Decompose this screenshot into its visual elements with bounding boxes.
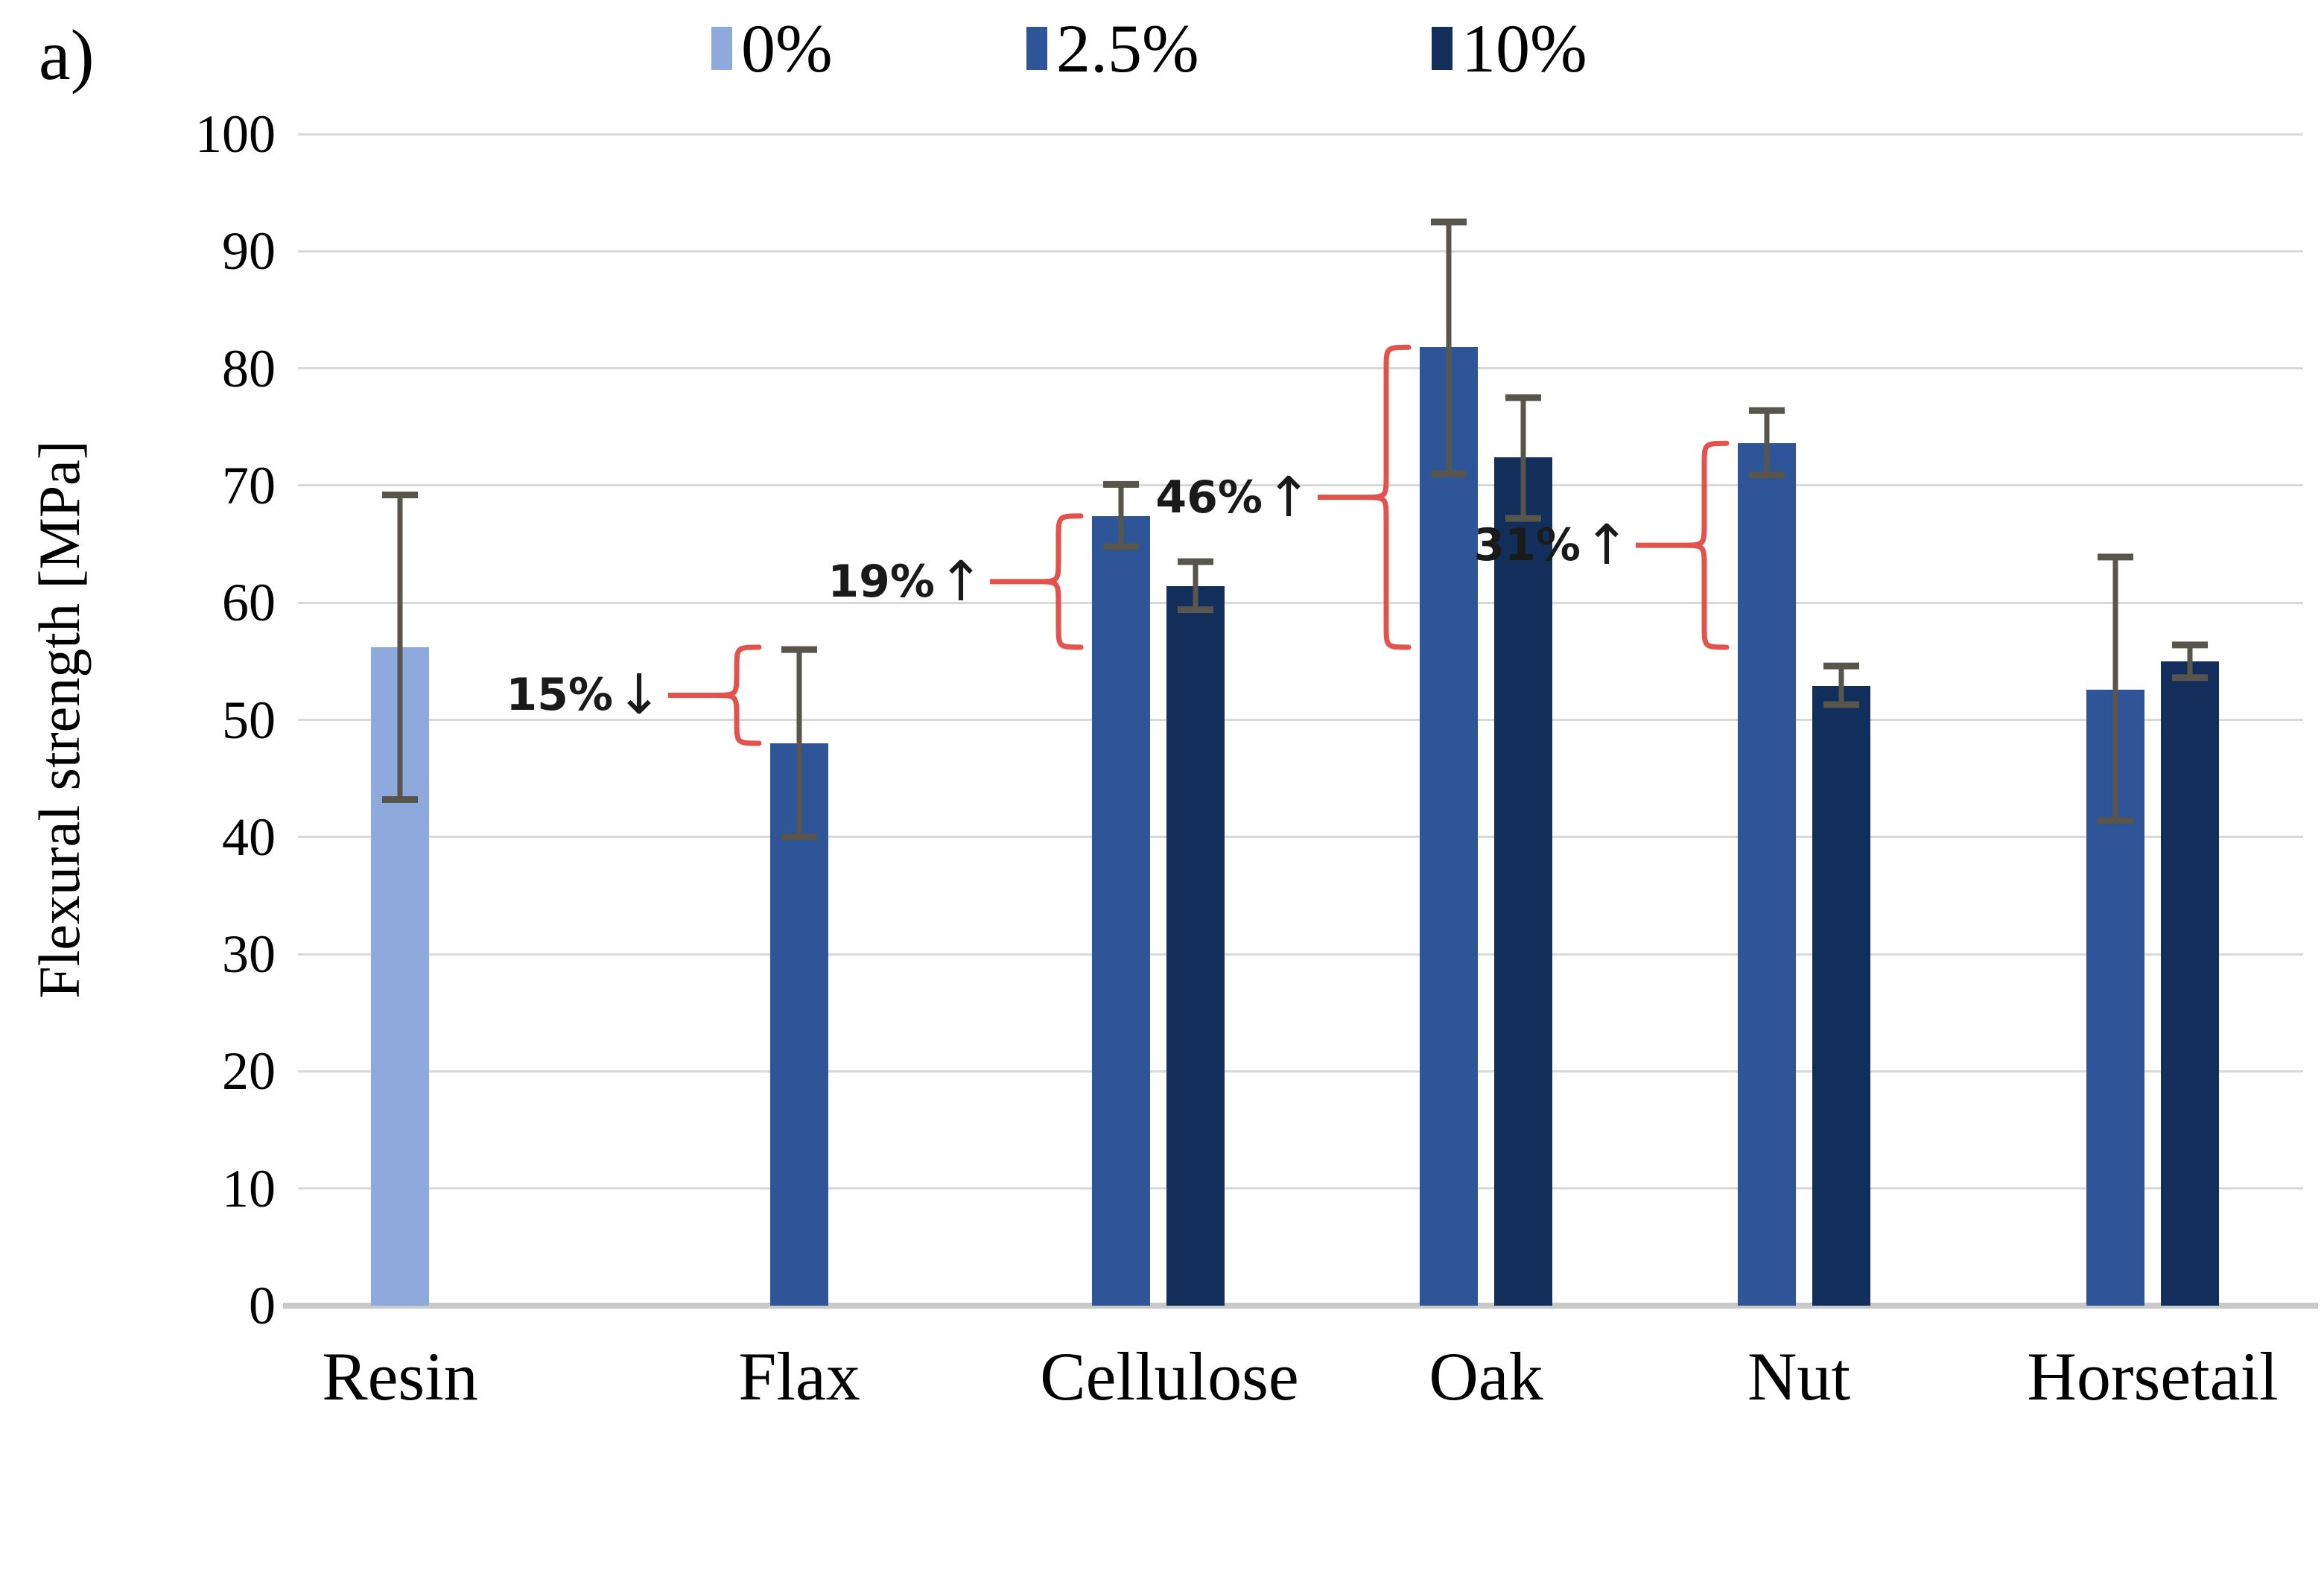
up-arrow-icon: ↑ <box>1583 513 1630 578</box>
gridline-60 <box>298 601 2303 604</box>
annotation-percent-text: 15% <box>506 669 613 722</box>
y-tick-label-90: 90 <box>222 221 276 282</box>
legend-swatch-icon <box>1432 27 1452 70</box>
bar-Nut-10% <box>1812 685 1870 1306</box>
brace-Flax <box>714 644 762 746</box>
gridline-50 <box>298 719 2303 721</box>
gridline-20 <box>298 1070 2303 1073</box>
y-tick-label-100: 100 <box>195 104 276 164</box>
x-axis-line <box>283 1303 2318 1309</box>
up-arrow-icon: ↑ <box>937 549 984 614</box>
gridline-90 <box>298 250 2303 252</box>
x-axis-label-Horsetail: Horsetail <box>2027 1338 2279 1414</box>
figure-panel-label: a) <box>39 15 95 95</box>
legend-item-2.5%: 2.5% <box>1026 7 1199 89</box>
legend: 0% 2.5% 10% <box>0 7 2324 89</box>
x-axis-label-Resin: Resin <box>322 1338 478 1414</box>
bar-Oak-2.5% <box>1420 347 1478 1306</box>
y-tick-label-30: 30 <box>222 924 276 985</box>
bar-Cellulose-10% <box>1166 586 1225 1306</box>
y-tick-label-50: 50 <box>222 690 276 750</box>
annotation-Nut: 31% ↑ <box>1213 504 1630 586</box>
gridline-70 <box>298 484 2303 487</box>
x-axis-label-Oak: Oak <box>1429 1338 1543 1414</box>
legend-label: 10% <box>1461 10 1587 86</box>
annotation-percent-text: 31% <box>1473 519 1581 572</box>
y-tick-label-60: 60 <box>222 573 276 633</box>
up-arrow-icon: ↑ <box>1265 465 1312 530</box>
y-tick-label-10: 10 <box>222 1158 276 1219</box>
annotation-Cellulose: 19% ↑ <box>567 541 984 623</box>
gridline-40 <box>298 836 2303 839</box>
legend-label: 2.5% <box>1056 10 1199 86</box>
legend-label: 0% <box>741 10 833 86</box>
x-axis-label-Nut: Nut <box>1747 1338 1850 1414</box>
annotation-Flax: 15% ↓ <box>245 654 662 736</box>
gridline-10 <box>298 1187 2303 1190</box>
y-tick-label-0: 0 <box>249 1276 276 1335</box>
y-tick-label-80: 80 <box>222 338 276 398</box>
y-tick-label-20: 20 <box>222 1041 276 1102</box>
annotation-percent-text: 46% <box>1155 471 1263 524</box>
bar-Resin-0% <box>371 646 429 1306</box>
down-arrow-icon: ↓ <box>615 663 662 728</box>
legend-swatch-icon <box>711 27 732 70</box>
y-tick-label-40: 40 <box>222 807 276 867</box>
legend-swatch-icon <box>1026 27 1047 70</box>
bar-Oak-10% <box>1494 457 1552 1306</box>
bar-Nut-2.5% <box>1738 443 1796 1306</box>
legend-item-10%: 10% <box>1432 7 1587 89</box>
bar-Horsetail-10% <box>2161 661 2219 1306</box>
legend-item-0%: 0% <box>711 7 833 89</box>
gridline-30 <box>298 953 2303 956</box>
annotation-Oak: 46% ↑ <box>895 457 1312 538</box>
bar-Flax-2.5% <box>770 743 828 1306</box>
x-axis-label-Flax: Flax <box>738 1338 860 1414</box>
gridline-100 <box>298 133 2303 136</box>
x-axis-label-Cellulose: Cellulose <box>1040 1338 1299 1414</box>
gridline-80 <box>298 367 2303 370</box>
brace-Nut <box>1681 440 1730 650</box>
bar-Horsetail-2.5% <box>2086 689 2144 1306</box>
y-tick-label-70: 70 <box>222 455 276 515</box>
bar-Cellulose-2.5% <box>1092 515 1150 1306</box>
annotation-percent-text: 19% <box>828 555 935 608</box>
